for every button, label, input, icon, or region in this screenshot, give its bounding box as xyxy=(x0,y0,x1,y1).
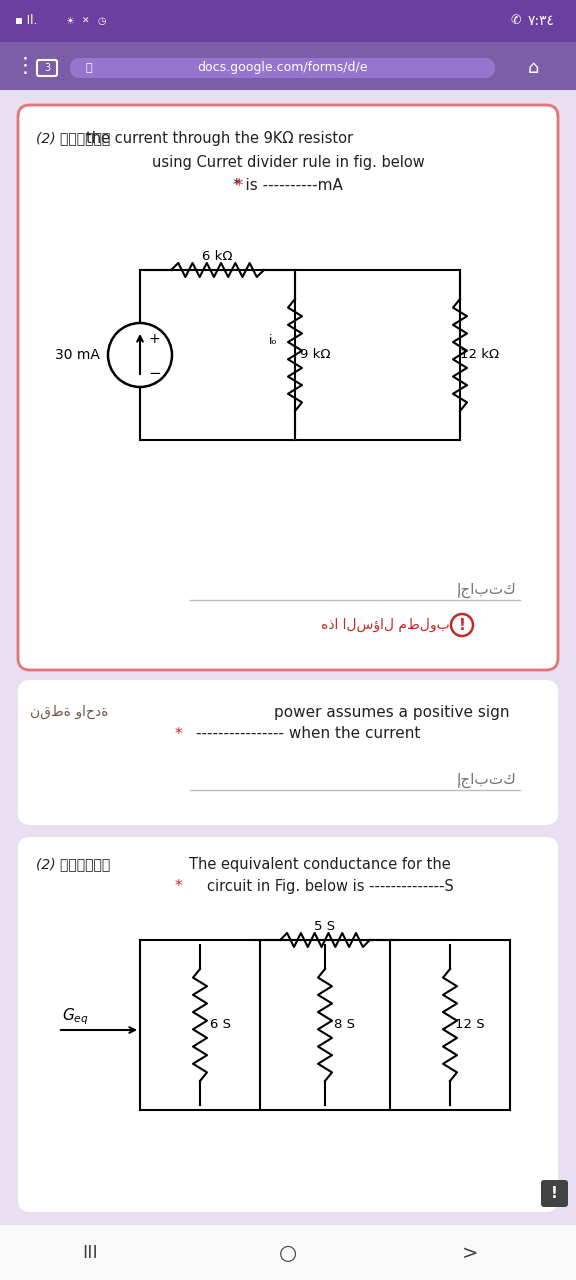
Text: إجابتك: إجابتك xyxy=(456,582,516,598)
Bar xyxy=(0,1225,576,1280)
Text: ⋮: ⋮ xyxy=(15,56,36,76)
Text: *: * xyxy=(175,878,183,893)
Text: !: ! xyxy=(458,617,465,632)
Text: ⌂: ⌂ xyxy=(528,59,539,77)
Text: the current through the 9KΩ resistor: the current through the 9KΩ resistor xyxy=(86,131,354,146)
Text: using Curret divider rule in fig. below: using Curret divider rule in fig. below xyxy=(151,155,425,169)
Text: 8 S: 8 S xyxy=(335,1019,355,1032)
Bar xyxy=(0,90,576,1225)
Text: إجابتك: إجابتك xyxy=(456,772,516,787)
Text: *: * xyxy=(234,177,242,195)
Text: iₒ: iₒ xyxy=(268,334,277,347)
Text: 30 mA: 30 mA xyxy=(55,348,100,362)
Text: 9 kΩ: 9 kΩ xyxy=(300,348,330,361)
Text: ☀: ☀ xyxy=(65,15,74,26)
Text: +: + xyxy=(148,332,160,346)
Text: ٧:٣٤: ٧:٣٤ xyxy=(528,14,555,28)
Text: −: − xyxy=(148,366,161,380)
Text: 🔒: 🔒 xyxy=(85,63,92,73)
Text: ○: ○ xyxy=(279,1243,297,1263)
Text: ✕: ✕ xyxy=(82,17,89,26)
Text: ✆: ✆ xyxy=(510,14,521,27)
Text: 6 kΩ: 6 kΩ xyxy=(202,251,233,264)
Text: >: > xyxy=(462,1243,478,1262)
Text: هذا السؤال مطلوب: هذا السؤال مطلوب xyxy=(321,618,450,632)
Text: ---------------- when the current: ---------------- when the current xyxy=(196,727,420,741)
Text: 12 kΩ: 12 kΩ xyxy=(460,348,499,361)
Text: 3: 3 xyxy=(44,63,50,73)
Text: 5 S: 5 S xyxy=(314,920,336,933)
Text: $G_{eq}$: $G_{eq}$ xyxy=(62,1006,88,1028)
Text: * is ----------mA: * is ----------mA xyxy=(233,178,343,193)
Text: power assumes a positive sign: power assumes a positive sign xyxy=(275,704,510,719)
Text: (2) نقطتان: (2) نقطتان xyxy=(36,131,110,145)
Text: ◷: ◷ xyxy=(98,15,107,26)
Text: ▪ Il.: ▪ Il. xyxy=(15,14,37,27)
Text: 12 S: 12 S xyxy=(455,1019,485,1032)
FancyBboxPatch shape xyxy=(18,837,558,1212)
Text: 6 S: 6 S xyxy=(210,1019,230,1032)
Text: docs.google.com/forms/d/e: docs.google.com/forms/d/e xyxy=(197,61,367,74)
Text: (2) نقطتان: (2) نقطتان xyxy=(36,858,110,870)
Text: نقطة واحدة: نقطة واحدة xyxy=(30,705,108,719)
FancyBboxPatch shape xyxy=(541,1180,568,1207)
FancyBboxPatch shape xyxy=(70,58,495,78)
Text: circuit in Fig. below is --------------S: circuit in Fig. below is --------------S xyxy=(207,878,453,893)
Bar xyxy=(0,42,576,90)
Text: III: III xyxy=(82,1244,98,1262)
FancyBboxPatch shape xyxy=(18,105,558,669)
Text: *: * xyxy=(175,727,183,741)
Bar xyxy=(0,0,576,42)
Text: !: ! xyxy=(551,1185,558,1201)
FancyBboxPatch shape xyxy=(18,680,558,826)
Circle shape xyxy=(108,323,172,387)
Text: The equivalent conductance for the: The equivalent conductance for the xyxy=(189,856,451,872)
